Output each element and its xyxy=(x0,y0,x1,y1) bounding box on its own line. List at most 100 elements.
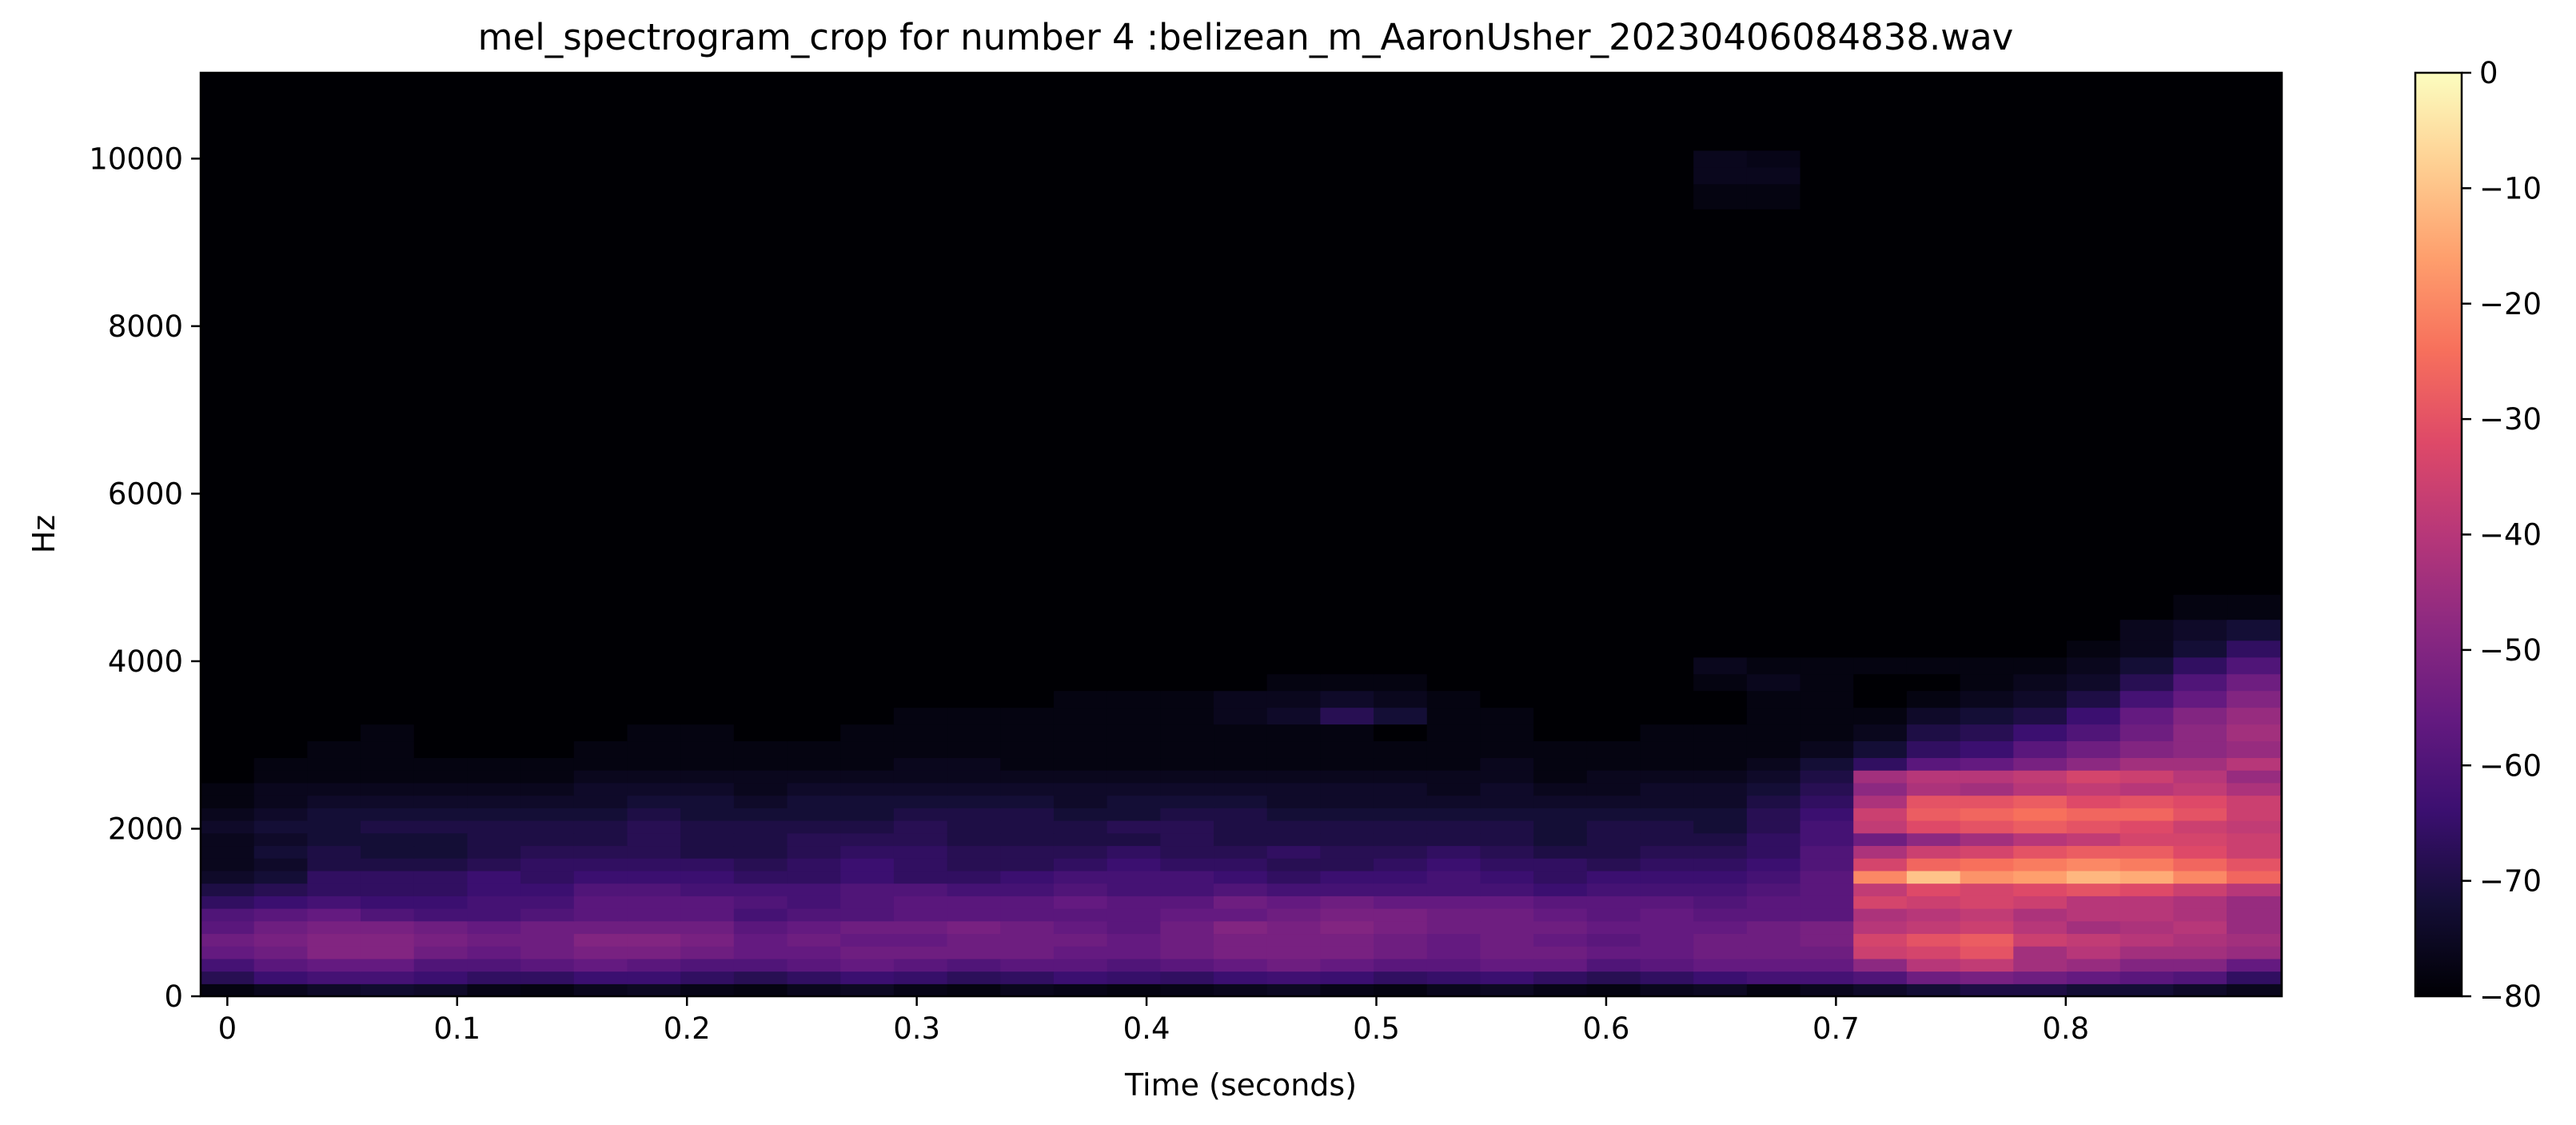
heatmap-cell xyxy=(1053,594,1108,620)
heatmap-cell xyxy=(1000,73,1055,151)
heatmap-cell xyxy=(2013,656,2068,675)
heatmap-cell xyxy=(1960,690,2014,708)
heatmap-cell xyxy=(947,808,1001,821)
heatmap-cell xyxy=(1800,845,1854,859)
heatmap-cell xyxy=(520,870,575,884)
heatmap-cell xyxy=(2227,870,2281,884)
heatmap-cell xyxy=(361,770,415,784)
heatmap-cell xyxy=(2066,983,2121,997)
heatmap-cell xyxy=(1640,770,1694,784)
heatmap-cell xyxy=(307,640,361,658)
heatmap-cell xyxy=(1800,795,1854,808)
heatmap-cell xyxy=(627,276,681,344)
heatmap-cell xyxy=(1426,933,1481,947)
heatmap-cell xyxy=(1320,690,1374,708)
heatmap-cell xyxy=(2173,983,2227,997)
heatmap-cell xyxy=(1853,883,1908,896)
heatmap-cell xyxy=(1640,469,1694,520)
heatmap-cell xyxy=(680,757,735,771)
heatmap-cell xyxy=(1000,656,1055,675)
heatmap-cell xyxy=(1586,73,1641,151)
heatmap-cell xyxy=(1746,757,1801,771)
heatmap-cell xyxy=(573,673,628,692)
heatmap-cell xyxy=(627,561,681,595)
heatmap-cell xyxy=(1426,870,1481,884)
heatmap-cell xyxy=(201,946,255,959)
heatmap-cell xyxy=(2119,73,2174,151)
heatmap-cell xyxy=(2013,896,2068,909)
heatmap-cell xyxy=(1960,845,2014,859)
heatmap-cell xyxy=(787,150,841,168)
heatmap-cell xyxy=(1800,920,1854,935)
heatmap-cell xyxy=(201,73,255,151)
heatmap-cell xyxy=(1693,183,1748,209)
heatmap-cell xyxy=(573,183,628,209)
heatmap-cell xyxy=(1000,518,1055,561)
heatmap-cell xyxy=(307,782,361,796)
heatmap-cell xyxy=(1533,958,1588,972)
heatmap-cell xyxy=(680,920,735,935)
x-tick-label: 0.3 xyxy=(893,1011,940,1046)
heatmap-cell xyxy=(1640,690,1694,708)
heatmap-cell xyxy=(2173,150,2227,168)
heatmap-cell xyxy=(1426,690,1481,708)
heatmap-cell xyxy=(1746,690,1801,708)
heatmap-cell xyxy=(413,883,469,896)
heatmap-cell xyxy=(680,983,735,997)
heatmap-cell xyxy=(1320,209,1374,277)
heatmap-cell xyxy=(1960,896,2014,909)
y-tick-label: 0 xyxy=(164,979,183,1014)
heatmap-cell xyxy=(1160,920,1214,935)
heatmap-cell xyxy=(253,73,308,151)
heatmap-cell xyxy=(307,820,361,834)
heatmap-cell xyxy=(840,757,895,771)
heatmap-cell xyxy=(1000,770,1055,784)
heatmap-cell xyxy=(1160,707,1214,725)
heatmap-cell xyxy=(893,276,948,344)
heatmap-cell xyxy=(1480,724,1534,742)
heatmap-cell xyxy=(307,619,361,641)
heatmap-cell xyxy=(1746,640,1801,658)
heatmap-cell xyxy=(893,971,948,984)
heatmap-cell xyxy=(1160,770,1214,784)
heatmap-cell xyxy=(1800,896,1854,909)
heatmap-cell xyxy=(787,73,841,151)
heatmap-cell xyxy=(1960,820,2014,834)
heatmap-cell xyxy=(1906,518,1961,561)
heatmap-cell xyxy=(2119,707,2174,725)
heatmap-cell xyxy=(1853,870,1908,884)
heatmap-cell xyxy=(627,958,681,972)
heatmap-cell xyxy=(361,469,415,520)
heatmap-cell xyxy=(840,740,895,759)
heatmap-cell xyxy=(1107,883,1161,896)
heatmap-cell xyxy=(787,656,841,675)
heatmap-cell xyxy=(2173,757,2227,771)
heatmap-cell xyxy=(307,690,361,708)
heatmap-cell xyxy=(840,409,895,469)
heatmap-cell xyxy=(2119,518,2174,561)
heatmap-cell xyxy=(2173,690,2227,708)
heatmap-cell xyxy=(520,757,575,771)
heatmap-cell xyxy=(361,795,415,808)
heatmap-cell xyxy=(1586,946,1641,959)
heatmap-cell xyxy=(840,845,895,859)
heatmap-cell xyxy=(1693,896,1748,909)
heatmap-cell xyxy=(787,896,841,909)
heatmap-cell xyxy=(1480,166,1534,185)
heatmap-cell xyxy=(520,946,575,959)
heatmap-cell xyxy=(573,971,628,984)
heatmap-cell xyxy=(1320,656,1374,675)
heatmap-cell xyxy=(733,561,788,595)
heatmap-cell xyxy=(947,883,1001,896)
heatmap-cell xyxy=(1426,276,1481,344)
heatmap-cell xyxy=(1746,276,1801,344)
heatmap-cell xyxy=(2227,782,2281,796)
heatmap-cell xyxy=(1214,518,1268,561)
heatmap-cell xyxy=(2066,908,2121,922)
heatmap-cell xyxy=(893,832,948,847)
y-tick-label: 2000 xyxy=(108,812,183,846)
heatmap-cell xyxy=(253,795,308,808)
heatmap-cell xyxy=(1586,150,1641,168)
heatmap-cell xyxy=(680,594,735,620)
heatmap-cell xyxy=(1426,409,1481,469)
